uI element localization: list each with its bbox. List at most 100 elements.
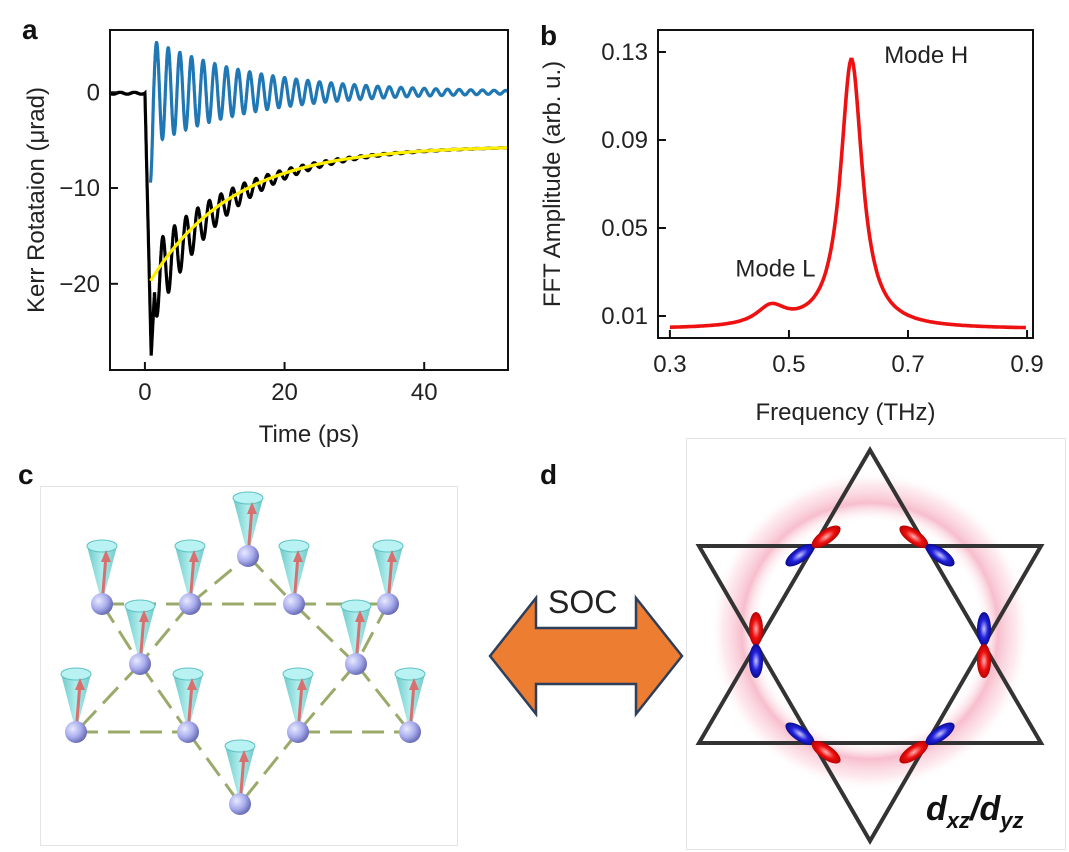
orbital-label-d2: d bbox=[979, 790, 1001, 828]
d-orbital-pair-0 bbox=[785, 525, 841, 567]
kagome-spin-lattice-illustration bbox=[60, 491, 426, 815]
c-spin-site-6 bbox=[340, 599, 372, 675]
d-orbital-pair-2 bbox=[977, 612, 991, 678]
c-bond-5 bbox=[138, 603, 192, 665]
c-spin-arrowhead bbox=[187, 678, 197, 690]
c-spin-site-9 bbox=[282, 667, 314, 743]
a-ytick-label-2: −20 bbox=[59, 271, 100, 298]
c-precession-cone bbox=[61, 668, 91, 732]
a-series-kerr-raw bbox=[108, 89, 509, 356]
chart-a-ylabel: Kerr Rotataion (μrad) bbox=[23, 87, 50, 313]
b-ytick-label-2: 0.09 bbox=[601, 127, 648, 154]
c-spin-arrowhead bbox=[293, 550, 303, 562]
c-spin-arrowhead bbox=[387, 550, 397, 562]
c-spin-site-3 bbox=[86, 539, 118, 615]
c-bond-13 bbox=[186, 731, 242, 805]
soc-double-arrow bbox=[488, 594, 684, 718]
a-xtick-label-2: 40 bbox=[411, 379, 438, 406]
a-ytick-label-1: −10 bbox=[59, 175, 100, 202]
b-ytick-label-1: 0.05 bbox=[601, 215, 648, 242]
d-orbital-pair-3 bbox=[899, 722, 955, 764]
panel-label-a: a bbox=[22, 14, 38, 45]
c-atom-sphere bbox=[283, 593, 305, 615]
b-xtick-label-3: 0.9 bbox=[1010, 351, 1043, 378]
d-orbital-pair-5 bbox=[749, 612, 763, 678]
c-spin-site-8 bbox=[172, 667, 204, 743]
d-orbital-lobe-a bbox=[785, 543, 815, 567]
c-atom-sphere bbox=[377, 593, 399, 615]
d-orbital-lobe-a bbox=[899, 740, 929, 764]
annotation-mode-h: Mode H bbox=[884, 42, 968, 69]
d-orbital-lobe-a bbox=[785, 722, 815, 746]
c-spin-site-2 bbox=[278, 539, 310, 615]
orbital-label-sub2: yz bbox=[999, 808, 1023, 833]
c-precession-cone bbox=[279, 540, 309, 604]
c-cone-rim bbox=[372, 539, 404, 553]
c-atom-sphere bbox=[129, 653, 151, 675]
annotation-mode-l: Mode L bbox=[735, 255, 815, 282]
soc-arrow-shape bbox=[488, 594, 684, 718]
chart-b-xlabel: Frequency (THz) bbox=[755, 399, 935, 426]
d-orbital-lobe-b bbox=[811, 525, 841, 549]
c-precession-cone bbox=[125, 600, 155, 664]
c-spin-site-7 bbox=[60, 667, 92, 743]
d-triangle-down bbox=[695, 544, 1045, 845]
c-bond-6 bbox=[292, 602, 358, 666]
chart-a-kerr-rotation: 0 20 40 0 −10 −20 Time (ps) Kerr Rotataion (μ… bbox=[23, 29, 509, 448]
c-cone-rim bbox=[394, 667, 426, 681]
c-spin-site-11 bbox=[224, 739, 256, 815]
c-precession-cone bbox=[283, 668, 313, 732]
c-cone-rim bbox=[86, 539, 118, 553]
c-cone-rim bbox=[282, 667, 314, 681]
c-precession-cone bbox=[341, 600, 371, 664]
c-atom-sphere bbox=[65, 721, 87, 743]
b-ytick-label-0: 0.01 bbox=[601, 303, 648, 330]
c-spin-arrowhead bbox=[101, 550, 111, 562]
c-cone-rim bbox=[60, 667, 92, 681]
c-cone-rim bbox=[174, 539, 206, 553]
orbital-label-slash: / bbox=[968, 790, 983, 828]
c-bond-1 bbox=[189, 554, 249, 606]
c-precession-cone bbox=[395, 668, 425, 732]
c-precession-cone bbox=[233, 492, 263, 556]
b-xtick-label-0: 0.3 bbox=[653, 351, 686, 378]
c-bond-10 bbox=[296, 663, 358, 733]
c-atom-sphere bbox=[179, 593, 201, 615]
c-bond-4 bbox=[100, 603, 142, 665]
d-orbital-lobe-b bbox=[977, 644, 991, 678]
orbital-label-sub1: xz bbox=[946, 808, 970, 833]
c-spin-arrowhead bbox=[297, 678, 307, 690]
b-xtick-label-1: 0.5 bbox=[772, 351, 805, 378]
c-spin-arrowhead bbox=[75, 678, 85, 690]
b-series-fft bbox=[669, 57, 1026, 330]
c-atom-sphere bbox=[237, 545, 259, 567]
c-spin-arrowhead bbox=[355, 610, 365, 622]
d-orbital-lobe-a bbox=[899, 525, 929, 549]
c-bond-2 bbox=[246, 554, 296, 606]
c-atom-sphere bbox=[177, 721, 199, 743]
c-precession-cone bbox=[87, 540, 117, 604]
d-orbital-lobe-b bbox=[749, 644, 763, 678]
chart-a-axes-frame bbox=[109, 29, 509, 371]
c-spin-arrowhead bbox=[139, 610, 149, 622]
c-precession-cone bbox=[175, 540, 205, 604]
d-orbital-pair-4 bbox=[785, 722, 841, 764]
c-cone-rim bbox=[340, 599, 372, 613]
d-orbital-lobe-b bbox=[925, 722, 955, 746]
c-precession-cone bbox=[373, 540, 403, 604]
c-atom-sphere bbox=[229, 793, 251, 815]
chart-a-xlabel: Time (ps) bbox=[259, 421, 359, 448]
chart-b-fft-spectrum: 0.3 0.5 0.7 0.9 0.01 0.05 0.09 0.13 Frequency (… bbox=[539, 29, 1044, 426]
panel-d-frame bbox=[686, 438, 1066, 850]
orbital-label-d1: d bbox=[926, 790, 948, 828]
ring-glow bbox=[710, 471, 1030, 791]
panel-label-c: c bbox=[18, 459, 34, 490]
c-spin-arrowhead bbox=[409, 678, 419, 690]
panel-label-d: d bbox=[540, 459, 558, 490]
d-orbital-lobe-b bbox=[811, 740, 841, 764]
c-spin-site-10 bbox=[394, 667, 426, 743]
c-bond-14 bbox=[238, 731, 300, 805]
d-orbital-lobe-b bbox=[925, 543, 955, 567]
a-ytick-label-0: 0 bbox=[87, 79, 100, 106]
c-atom-sphere bbox=[91, 593, 113, 615]
